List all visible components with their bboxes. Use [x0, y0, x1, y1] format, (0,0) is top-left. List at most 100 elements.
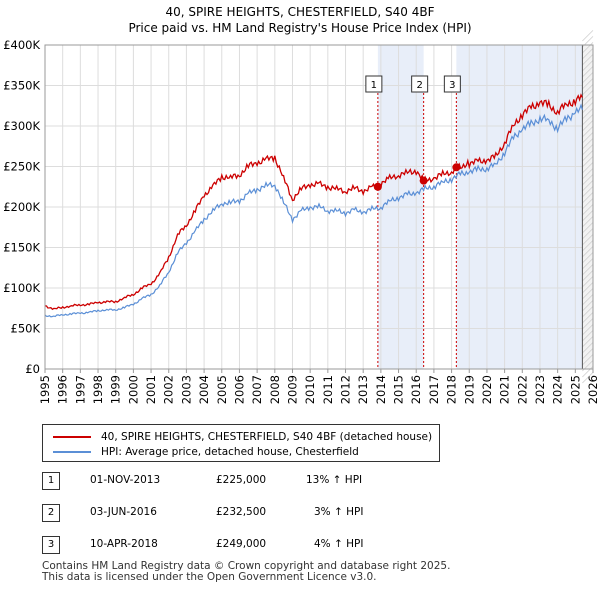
forecast-hatch — [582, 204, 594, 216]
sale-point — [419, 176, 428, 185]
legend-label-hpi: HPI: Average price, detached house, Ches… — [101, 446, 359, 458]
y-tick-label: £350K — [3, 79, 40, 93]
forecast-hatch — [582, 150, 594, 162]
x-tick-label: 1995 — [38, 375, 52, 404]
sale-marker-number: 2 — [416, 80, 422, 91]
series-lines — [44, 93, 583, 318]
x-tick-label: 2017 — [427, 375, 441, 404]
forecast-hatch — [582, 366, 594, 378]
legend-item-property: 40, SPIRE HEIGHTS, CHESTERFIELD, S40 4BF… — [53, 429, 432, 445]
forecast-hatch — [582, 108, 594, 120]
forecast-hatch — [582, 30, 594, 42]
x-tick-label: 2008 — [268, 375, 282, 404]
forecast-hatch — [582, 258, 594, 270]
sale-hpi-change: 13% ↑ HPI — [306, 474, 363, 486]
forecast-hatch — [582, 84, 594, 96]
x-tick-label: 2018 — [445, 375, 459, 404]
forecast-hatch — [582, 162, 594, 174]
forecast-hatch — [582, 312, 594, 324]
forecast-hatch — [582, 342, 594, 354]
forecast-hatch — [582, 294, 594, 306]
forecast-hatch — [582, 126, 594, 138]
x-tick-label: 2005 — [215, 375, 229, 404]
forecast-hatch — [582, 60, 594, 72]
sale-number-badge: 1 — [42, 472, 60, 490]
x-tick-label: 2003 — [179, 375, 193, 404]
x-tick-label: 2016 — [409, 375, 423, 404]
forecast-hatch — [582, 138, 594, 150]
forecast-hatch — [582, 306, 594, 318]
chart-title: 40, SPIRE HEIGHTS, CHESTERFIELD, S40 4BF — [166, 5, 435, 19]
forecast-hatch — [582, 330, 594, 342]
x-tick-label: 2009 — [285, 375, 299, 404]
forecast-hatch — [582, 66, 594, 78]
forecast-hatch — [582, 318, 594, 330]
x-tick-label: 2024 — [551, 375, 565, 404]
plot-frame — [44, 44, 594, 370]
sale-date: 03-JUN-2016 — [90, 506, 157, 518]
forecast-hatch — [582, 168, 594, 180]
chart-subtitle: Price paid vs. HM Land Registry's House … — [128, 21, 471, 35]
forecast-hatch — [582, 264, 594, 276]
forecast-hatch — [582, 276, 594, 288]
x-tick-label: 2021 — [498, 375, 512, 404]
x-tick-label: 2007 — [250, 375, 264, 404]
y-tick-label: £200K — [3, 200, 40, 214]
forecast-hatch — [582, 174, 594, 186]
sale-price: £225,000 — [216, 474, 267, 486]
y-tick-label: £50K — [11, 322, 41, 336]
series-line-hpi — [44, 103, 583, 318]
sale-date: 10-APR-2018 — [90, 538, 158, 550]
forecast-hatch — [582, 324, 594, 336]
y-tick-label: £300K — [3, 119, 40, 133]
x-tick-label: 1996 — [56, 375, 70, 404]
forecast-hatch — [582, 216, 594, 228]
x-tick-label: 2015 — [392, 375, 406, 404]
y-axis-ticks: £0 £50K £100K £150K £200K £250K £300K £350K £400… — [3, 38, 40, 376]
forecast-hatch — [582, 246, 594, 258]
y-tick-label: £400K — [3, 38, 40, 52]
sale-hpi-change: 3% ↑ HPI — [314, 506, 364, 518]
x-tick-label: 2013 — [356, 375, 370, 404]
legend: 40, SPIRE HEIGHTS, CHESTERFIELD, S40 4BF… — [42, 424, 440, 462]
footer-line-1: Contains HM Land Registry data © Crown c… — [42, 560, 451, 572]
x-tick-label: 2023 — [533, 375, 547, 404]
sale-row: 3 10-APR-2018 £249,000 4% ↑ HPI — [42, 536, 562, 554]
forecast-hatch — [582, 48, 594, 60]
forecast-hatch — [582, 54, 594, 66]
x-tick-label: 1997 — [73, 375, 87, 404]
x-tick-label: 2000 — [126, 375, 140, 404]
forecast-hatch — [582, 186, 594, 198]
footer-attribution: Contains HM Land Registry data © Crown c… — [42, 561, 450, 583]
sale-marker-number: 3 — [449, 80, 455, 91]
forecast-hatch — [582, 210, 594, 222]
forecast-area — [582, 45, 593, 369]
forecast-hatch — [582, 78, 594, 90]
forecast-hatch — [582, 354, 594, 366]
x-tick-label: 2019 — [462, 375, 476, 404]
forecast-hatch — [582, 114, 594, 126]
x-tick-label: 2012 — [339, 375, 353, 404]
x-tick-label: 2004 — [197, 375, 211, 404]
x-tick-label: 2014 — [374, 375, 388, 404]
forecast-hatch — [582, 180, 594, 192]
x-tick-label: 1998 — [91, 375, 105, 404]
x-tick-label: 2011 — [321, 375, 335, 404]
forecast-hatch — [582, 120, 594, 132]
forecast-hatch — [582, 300, 594, 312]
sale-point — [373, 182, 382, 191]
x-tick-label: 1999 — [109, 375, 123, 404]
forecast-hatch — [582, 198, 594, 210]
forecast-hatch — [582, 192, 594, 204]
legend-item-hpi: HPI: Average price, detached house, Ches… — [53, 444, 359, 460]
forecast-hatch — [582, 144, 594, 156]
forecast-region — [581, 30, 594, 384]
forecast-hatch — [582, 336, 594, 348]
x-tick-label: 2026 — [586, 375, 600, 404]
footer-line-2: This data is licensed under the Open Gov… — [42, 571, 377, 583]
forecast-hatch — [582, 240, 594, 252]
forecast-hatch — [582, 282, 594, 294]
sale-price: £249,000 — [216, 538, 267, 550]
forecast-hatch — [582, 348, 594, 360]
sale-date: 01-NOV-2013 — [90, 474, 161, 486]
